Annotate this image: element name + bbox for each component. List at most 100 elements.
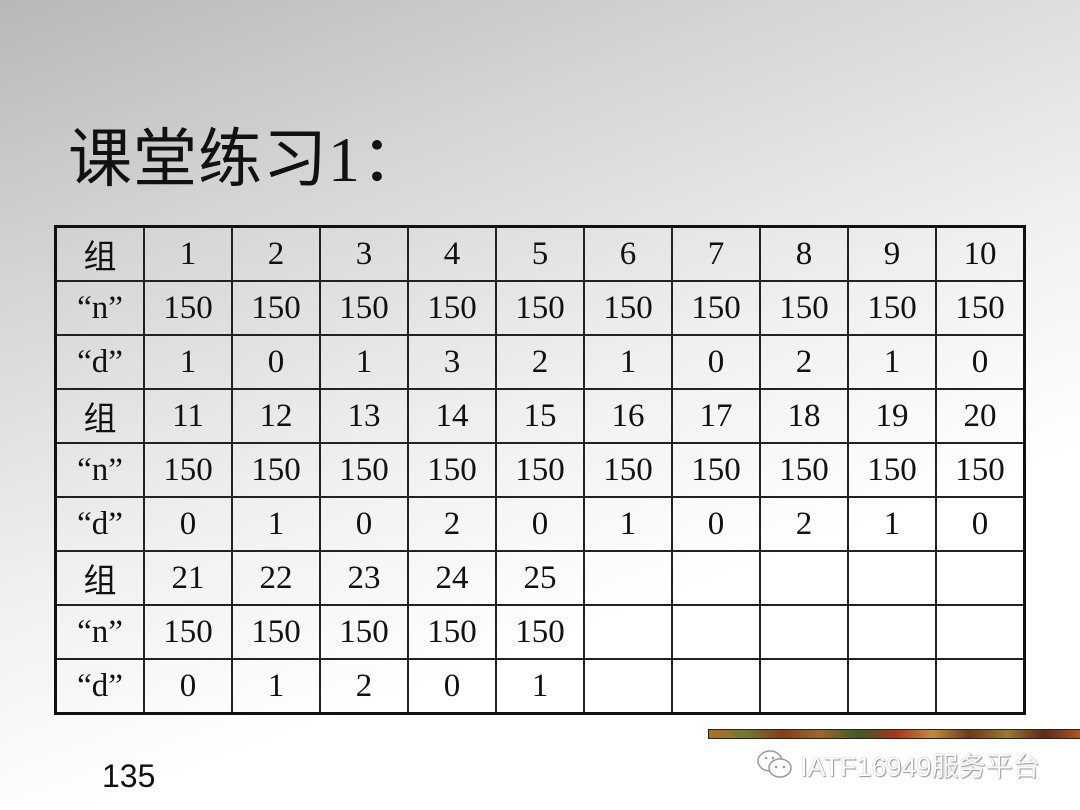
table-row: “d” 0 1 0 2 0 1 0 2 1 0 (54, 496, 1026, 552)
table-cell: 0 (407, 658, 497, 715)
table-cell: 150 (495, 280, 585, 336)
table-cell: 150 (407, 442, 497, 498)
table-cell: 150 (847, 442, 937, 498)
table-cell: 1 (231, 658, 321, 715)
table-cell: 0 (143, 496, 233, 552)
table-row: “d” 0 1 2 0 1 (54, 658, 1026, 715)
table-cell (759, 550, 849, 606)
table-cell: 19 (847, 388, 937, 444)
table-cell: 150 (935, 442, 1026, 498)
table-cell: 150 (231, 280, 321, 336)
table-cell (935, 604, 1026, 660)
row-header-cell: “n” (54, 280, 145, 336)
table-cell (847, 604, 937, 660)
table-cell: 1 (319, 334, 409, 390)
row-header-cell: “n” (54, 442, 145, 498)
table-cell: 2 (495, 334, 585, 390)
table-cell: 25 (495, 550, 585, 606)
table-cell: 150 (583, 442, 673, 498)
table-cell: 150 (407, 280, 497, 336)
table-cell (671, 604, 761, 660)
table-cell: 4 (407, 225, 497, 282)
table-cell (671, 658, 761, 715)
table-cell (583, 604, 673, 660)
table-cell: 150 (495, 604, 585, 660)
table-cell: 150 (671, 442, 761, 498)
table-row: 组 1 2 3 4 5 6 7 8 9 10 (54, 225, 1026, 282)
table-cell: 11 (143, 388, 233, 444)
table-cell: 0 (935, 496, 1026, 552)
row-header-cell: “n” (54, 604, 145, 660)
table-row: “n” 150 150 150 150 150 150 150 150 150 150 (54, 442, 1026, 498)
table-cell: 150 (143, 604, 233, 660)
table-cell: 150 (319, 442, 409, 498)
row-header-cell: 组 (54, 225, 145, 282)
table-cell (847, 550, 937, 606)
table-cell: 17 (671, 388, 761, 444)
page-number: 135 (102, 758, 156, 794)
table-cell: 6 (583, 225, 673, 282)
table-cell: 3 (407, 334, 497, 390)
table-row: “n” 150 150 150 150 150 (54, 604, 1026, 660)
table-cell (671, 550, 761, 606)
table-row: 组 11 12 13 14 15 16 17 18 19 20 (54, 388, 1026, 444)
table-cell: 1 (847, 334, 937, 390)
row-header-cell: 组 (54, 550, 145, 606)
table-cell: 22 (231, 550, 321, 606)
table-cell: 5 (495, 225, 585, 282)
table-cell: 150 (319, 604, 409, 660)
table-cell: 2 (759, 496, 849, 552)
watermark-text: IATF16949服务平台 (800, 752, 1040, 782)
table-cell: 8 (759, 225, 849, 282)
table-cell: 0 (143, 658, 233, 715)
table-cell: 150 (759, 280, 849, 336)
table-cell: 150 (847, 280, 937, 336)
watermark: IATF16949服务平台 (756, 745, 1040, 784)
table-cell: 150 (231, 442, 321, 498)
table-cell (847, 658, 937, 715)
table-cell: 0 (231, 334, 321, 390)
table-cell: 18 (759, 388, 849, 444)
table-row: “d” 1 0 1 3 2 1 0 2 1 0 (54, 334, 1026, 390)
table-cell: 7 (671, 225, 761, 282)
row-header-cell: 组 (54, 388, 145, 444)
table-cell: 2 (407, 496, 497, 552)
table-cell (583, 550, 673, 606)
table-cell: 150 (759, 442, 849, 498)
wechat-icon (757, 749, 792, 778)
table-cell: 150 (495, 442, 585, 498)
table-cell: 150 (231, 604, 321, 660)
table-cell (759, 658, 849, 715)
table-cell: 2 (319, 658, 409, 715)
table-cell: 1 (583, 496, 673, 552)
slide-title: 课堂练习1： (68, 124, 426, 195)
table-cell: 3 (319, 225, 409, 282)
table-cell: 21 (143, 550, 233, 606)
table-cell: 14 (407, 388, 497, 444)
table-cell: 15 (495, 388, 585, 444)
table-cell: 0 (935, 334, 1026, 390)
table-cell: 150 (143, 280, 233, 336)
row-header-cell: “d” (54, 496, 145, 552)
decorative-bar (708, 729, 1080, 739)
table-cell: 150 (407, 604, 497, 660)
table-cell: 1 (847, 496, 937, 552)
table-cell: 12 (231, 388, 321, 444)
table-cell: 10 (935, 225, 1026, 282)
table-cell: 150 (935, 280, 1026, 336)
row-header-cell: “d” (54, 658, 145, 715)
table-row: 组 21 22 23 24 25 (54, 550, 1026, 606)
table-cell (583, 658, 673, 715)
table-cell: 2 (759, 334, 849, 390)
table-cell: 1 (143, 225, 233, 282)
table-cell: 23 (319, 550, 409, 606)
table-cell (935, 550, 1026, 606)
table-cell (759, 604, 849, 660)
table-cell: 16 (583, 388, 673, 444)
table-cell: 1 (495, 658, 585, 715)
table-cell: 0 (671, 496, 761, 552)
data-table: 组 1 2 3 4 5 6 7 8 9 10 “n” 150 150 150 150 150 150 150 150 1… (54, 225, 1026, 715)
table-cell: 150 (319, 280, 409, 336)
table-cell: 150 (671, 280, 761, 336)
row-header-cell: “d” (54, 334, 145, 390)
